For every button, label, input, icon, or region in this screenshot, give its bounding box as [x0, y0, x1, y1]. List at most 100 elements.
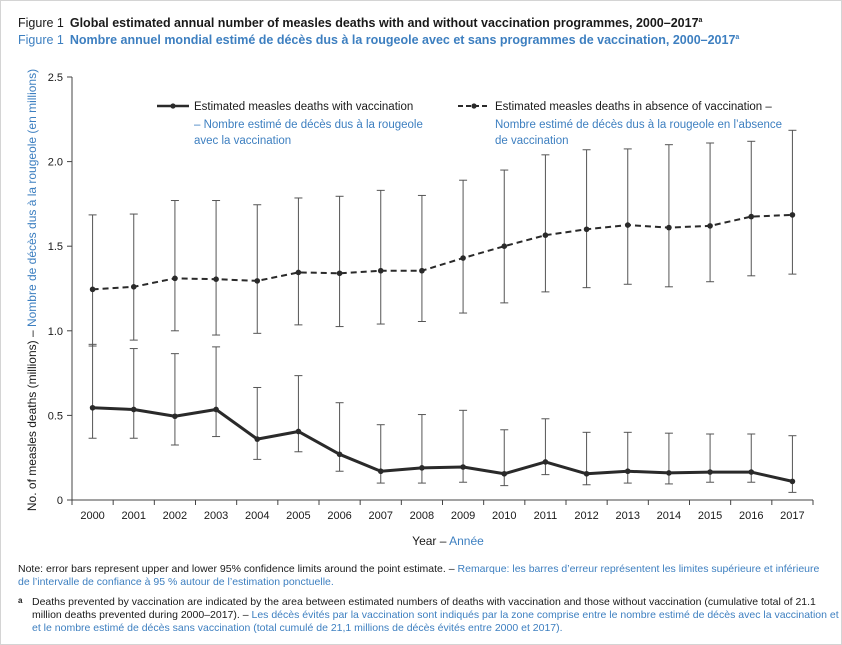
title-sup-fr: a	[735, 33, 740, 41]
x-tick-label: 2014	[657, 510, 681, 522]
data-point	[583, 226, 590, 233]
data-point	[419, 465, 425, 471]
x-tick-label: 2009	[451, 510, 475, 522]
legend: Estimated measles deaths with vaccinatio…	[157, 101, 782, 147]
footnote-en: Deaths prevented by vaccination are indi…	[32, 596, 816, 621]
x-tick-label: 2015	[698, 510, 722, 522]
figure-label-fr: Figure 1	[18, 33, 64, 47]
data-point	[130, 284, 137, 290]
legend-label-with-fr-line1: – Nombre estimé de décès dus à la rougeo…	[194, 119, 423, 131]
data-point	[748, 213, 755, 220]
data-point	[295, 269, 302, 276]
y-tick-label: 2.5	[48, 72, 63, 84]
legend-label-without-en: Estimated measles deaths in absence of v…	[495, 101, 772, 113]
x-axis-title-fr: Année	[449, 534, 484, 548]
legend-fr-with-part1: Nombre estimé de décès dus à la rougeole	[204, 119, 423, 131]
x-tick-label: 2000	[80, 510, 104, 522]
data-point	[501, 470, 508, 477]
data-point	[707, 223, 713, 229]
note-fr: Remarque: les barres d’erreur représente…	[18, 563, 820, 588]
data-point	[213, 406, 219, 413]
legend-marker-dashed	[471, 103, 477, 109]
data-point	[419, 267, 425, 274]
data-point	[254, 436, 261, 442]
x-tick-label: 2017	[780, 510, 804, 522]
x-tick-label: 2003	[204, 510, 228, 522]
x-tick-label: 2013	[616, 510, 640, 522]
x-tick-label: 2016	[739, 510, 763, 522]
x-tick-label: 2005	[286, 510, 310, 522]
data-point	[460, 464, 466, 470]
data-point	[254, 278, 261, 284]
data-point	[583, 470, 590, 477]
legend-label-with-en: Estimated measles deaths with vaccinatio…	[194, 101, 413, 113]
data-point	[501, 243, 508, 249]
x-tick-label: 2007	[369, 510, 393, 522]
y-tick-label: 0	[57, 495, 63, 507]
y-tick-label: 1.0	[48, 326, 63, 338]
x-tick-label: 2011	[534, 510, 558, 522]
y-axis-title-en: No. of measles deaths (millions)	[25, 340, 39, 511]
chart-note: Note: error bars represent upper and low…	[18, 563, 820, 588]
data-point	[295, 428, 302, 435]
data-point	[789, 212, 796, 218]
chart-footnote: a Deaths prevented by vaccination are in…	[18, 596, 839, 634]
x-axis-title: Year – Année	[412, 534, 484, 548]
y-tick-label: 0.5	[48, 410, 63, 422]
legend-without-en-text: Estimated measles deaths in absence of v…	[495, 101, 762, 113]
series-without-vaccination	[88, 129, 797, 347]
x-tick-label: 2008	[410, 510, 434, 522]
data-point	[542, 459, 549, 465]
x-tick-label: 2006	[327, 510, 351, 522]
data-point	[336, 451, 343, 458]
data-point	[542, 232, 549, 239]
legend-marker-solid	[170, 103, 176, 109]
data-point	[377, 267, 384, 274]
figure-title-fr: Figure 1 Nombre annuel mondial estimé de …	[18, 33, 739, 47]
line-chart: 00.51.01.52.02.5 2000 2001 2002 2003 2004 200…	[25, 69, 814, 548]
data-point	[748, 469, 755, 475]
y-axis-ticks: 0 0.5 1.0 1.5 2.0 2.5	[48, 72, 72, 507]
data-point	[336, 270, 343, 277]
series-line	[92, 213, 793, 291]
data-point	[89, 404, 96, 411]
data-point	[377, 468, 384, 475]
legend-label-without-fr-line2: de vaccination	[495, 135, 569, 147]
y-axis-title: No. of measles deaths (millions) – Nombr…	[25, 69, 39, 511]
figure-label-en: Figure 1	[18, 16, 64, 30]
data-point	[172, 413, 178, 420]
x-tick-label: 2012	[574, 510, 598, 522]
series-line	[92, 406, 793, 483]
x-tick-label: 2001	[122, 510, 146, 522]
title-text-en: Global estimated annual number of measle…	[69, 16, 699, 30]
note-en: Note: error bars represent upper and low…	[18, 563, 446, 575]
data-point	[624, 222, 631, 228]
y-tick-label: 2.0	[48, 157, 63, 169]
x-tick-label: 2004	[245, 510, 269, 522]
series-layer	[88, 129, 797, 493]
data-point	[130, 406, 137, 413]
title-sup-en: a	[698, 16, 703, 24]
x-tick-label: 2010	[492, 510, 516, 522]
title-text-fr: Nombre annuel mondial estimé de décès du…	[69, 33, 736, 47]
legend-item-with-vaccination: Estimated measles deaths with vaccinatio…	[157, 101, 423, 147]
x-tick-label: 2002	[163, 510, 187, 522]
data-point	[460, 255, 466, 261]
x-axis-ticks: 2000 2001 2002 2003 2004 2005 2006 2007 2008 2009…	[71, 500, 814, 522]
data-point	[89, 286, 96, 293]
data-point	[666, 224, 672, 231]
data-point	[213, 276, 219, 282]
x-axis-title-en: Year	[412, 534, 436, 548]
footnote-fr: Les décès évités par la vaccination sont…	[32, 609, 839, 634]
legend-item-without-vaccination: Estimated measles deaths in absence of v…	[458, 101, 782, 147]
data-point	[789, 478, 796, 485]
data-point	[624, 468, 631, 475]
legend-label-without-fr-line1: Nombre estimé de décès dus à la rougeole…	[495, 119, 782, 131]
y-axis-title-fr: Nombre de décès dus à la rougeole (en mi…	[25, 69, 39, 327]
data-point	[666, 470, 672, 476]
footnote-mark: a	[18, 596, 23, 605]
y-tick-label: 1.5	[48, 241, 63, 253]
data-point	[172, 275, 178, 282]
series-with-vaccination	[88, 343, 797, 493]
figure-title-en: Figure 1 Global estimated annual number o…	[18, 16, 702, 30]
